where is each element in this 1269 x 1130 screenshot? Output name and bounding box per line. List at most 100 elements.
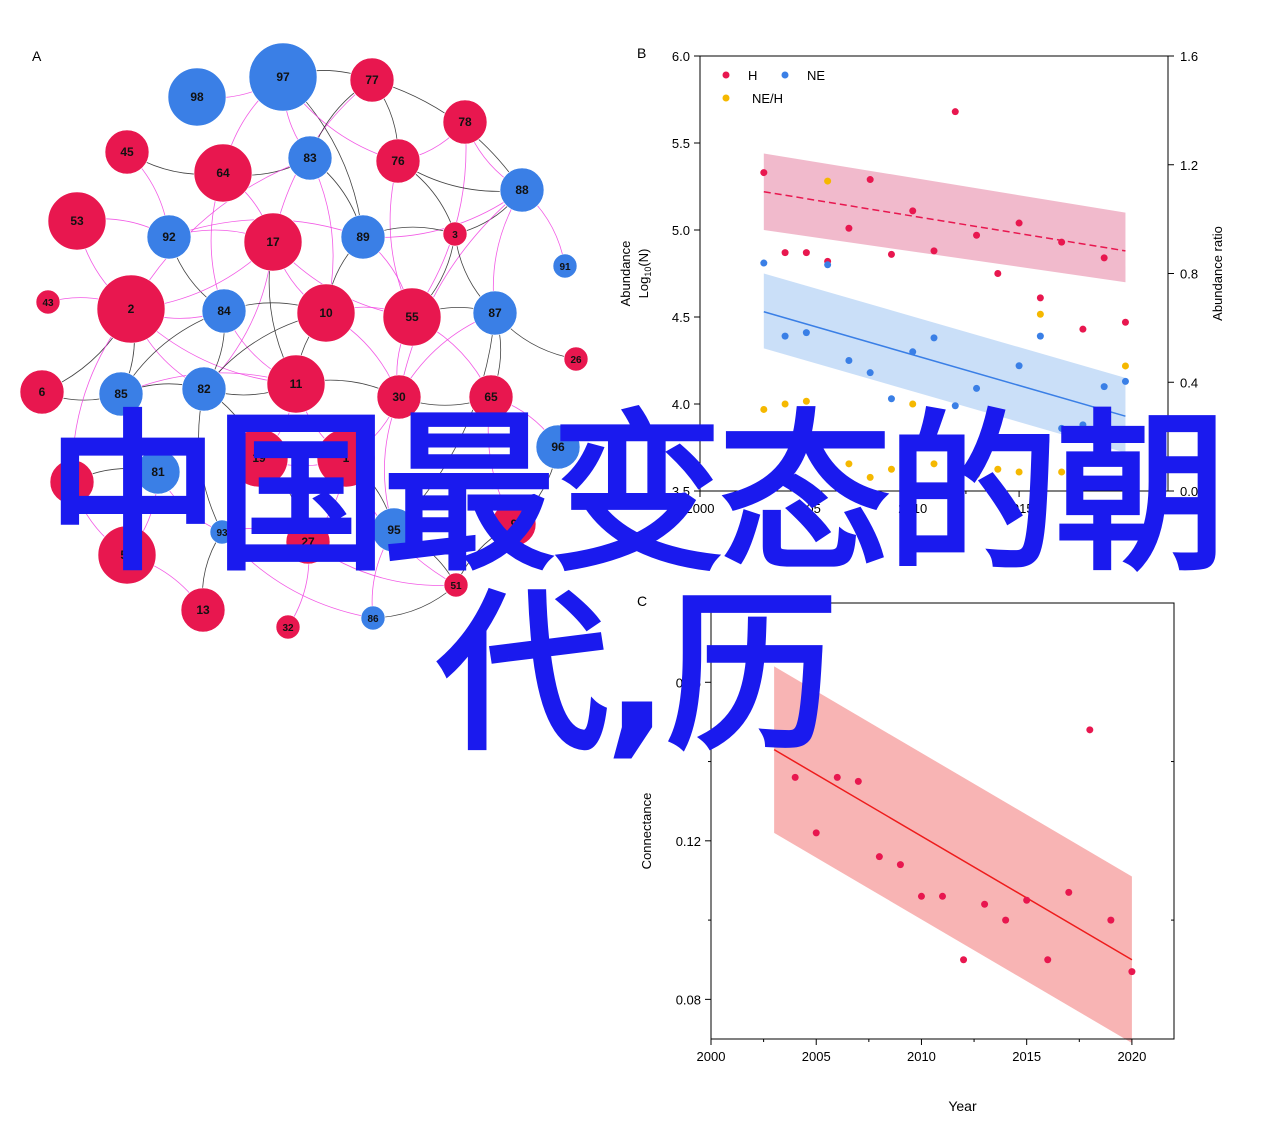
data-point: [760, 169, 768, 177]
network-node-label: 92: [162, 230, 176, 244]
network-node-label: 30: [392, 390, 406, 404]
network-node: 2: [96, 274, 166, 344]
data-point: [833, 773, 841, 781]
network-edge: [393, 312, 496, 531]
panel-label-b: B: [637, 45, 646, 61]
network-node-label: 58: [120, 548, 134, 562]
data-point: [1023, 896, 1031, 904]
network-node-label: 98: [190, 90, 204, 104]
data-point: [845, 357, 853, 364]
network-node-circle: [443, 572, 469, 598]
network-node-label: 84: [217, 304, 231, 318]
panel-label-a: A: [32, 48, 42, 64]
data-point: [802, 397, 810, 405]
data-point: [802, 329, 810, 337]
data-point: [781, 400, 789, 408]
data-point: [1100, 454, 1108, 462]
y-tick-label: 5.5: [672, 136, 690, 151]
network-node-label: 3: [452, 230, 458, 241]
network-node: 64: [193, 143, 253, 203]
network-node-circle: [104, 129, 150, 175]
x-axis-label: Year: [920, 535, 949, 551]
b-x-tick-label: 2015: [1005, 501, 1034, 516]
data-point: [875, 853, 883, 861]
data-point: [845, 224, 853, 232]
data-point: [781, 332, 789, 340]
network-node-label: 91: [559, 262, 571, 273]
data-point: [951, 108, 959, 116]
network-node-label: 32: [282, 623, 294, 634]
data-point: [1058, 468, 1066, 476]
network-node-label: 9: [511, 517, 518, 531]
network-node-circle: [376, 374, 422, 420]
b-x-tick-label: 2000: [686, 501, 715, 516]
y-axis-label-line2: Log10(N): [636, 249, 653, 299]
network-node: 27: [285, 519, 331, 565]
network-node-label: 88: [515, 183, 529, 197]
network-node: 89: [340, 214, 386, 260]
data-point: [1044, 956, 1052, 964]
data-point: [939, 892, 946, 900]
network-node-label: 96: [551, 440, 565, 454]
network-node: 58: [97, 525, 157, 585]
network-node-circle: [552, 253, 578, 279]
network-node-label: 13: [196, 603, 210, 617]
network-node-label: 83: [303, 151, 317, 165]
network-node-circle: [287, 135, 333, 181]
network-node-label: 82: [197, 382, 211, 396]
y-tick-label: 3.5: [672, 484, 690, 499]
network-node: 88: [499, 167, 545, 213]
y-tick-label: 4.5: [672, 310, 690, 325]
y2-tick-label: 0.4: [1180, 375, 1198, 390]
network-node-circle: [382, 287, 442, 347]
data-point: [1015, 362, 1023, 370]
network-node-label: 95: [387, 523, 401, 537]
network-node-label: 93: [216, 528, 228, 539]
data-point: [887, 395, 895, 403]
network-node-circle: [243, 212, 303, 272]
data-point: [781, 249, 789, 257]
network-node: 30: [376, 374, 422, 420]
y-tick-label: 6.0: [672, 49, 690, 64]
data-point: [981, 900, 989, 908]
y2-tick-label: 0.0: [1180, 484, 1198, 499]
legend-label: NE: [807, 68, 825, 83]
network-node-circle: [98, 371, 144, 417]
network-node: 3: [442, 221, 468, 247]
y-axis-label: Connectance: [639, 793, 654, 870]
network-node-label: 7: [69, 475, 76, 489]
network-node-label: 77: [365, 73, 379, 87]
network-node: 53: [47, 191, 107, 251]
legend-label: NE/H: [752, 91, 783, 106]
legend-marker: [781, 71, 789, 79]
network-node-circle: [181, 366, 227, 412]
data-point: [930, 334, 938, 342]
network-node: 95: [371, 507, 417, 553]
network-node-label: 97: [276, 70, 290, 84]
data-point: [994, 465, 1002, 473]
network-node: 93: [209, 519, 235, 545]
y2-tick-label: 0.8: [1180, 267, 1198, 282]
data-point: [994, 270, 1002, 277]
data-point: [973, 471, 981, 479]
data-point: [960, 956, 968, 964]
data-point: [951, 465, 959, 473]
network-node-circle: [19, 369, 65, 415]
data-point: [824, 177, 832, 185]
network-node: 26: [563, 346, 589, 372]
network-node-label: 10: [319, 306, 333, 320]
data-point: [930, 247, 938, 255]
network-node-label: 43: [42, 298, 54, 309]
y-tick-label: 0.16: [676, 675, 701, 690]
data-point: [1079, 325, 1087, 333]
network-node-circle: [275, 614, 301, 640]
data-point: [909, 400, 917, 408]
network-node-circle: [96, 274, 166, 344]
data-point: [909, 207, 917, 215]
b-x-tick-label: 2020: [1111, 501, 1140, 516]
b-x-tick-label: 2005: [792, 501, 821, 516]
network-node: 84: [201, 288, 247, 334]
c-x-tick-label: 2015: [1012, 1049, 1041, 1064]
